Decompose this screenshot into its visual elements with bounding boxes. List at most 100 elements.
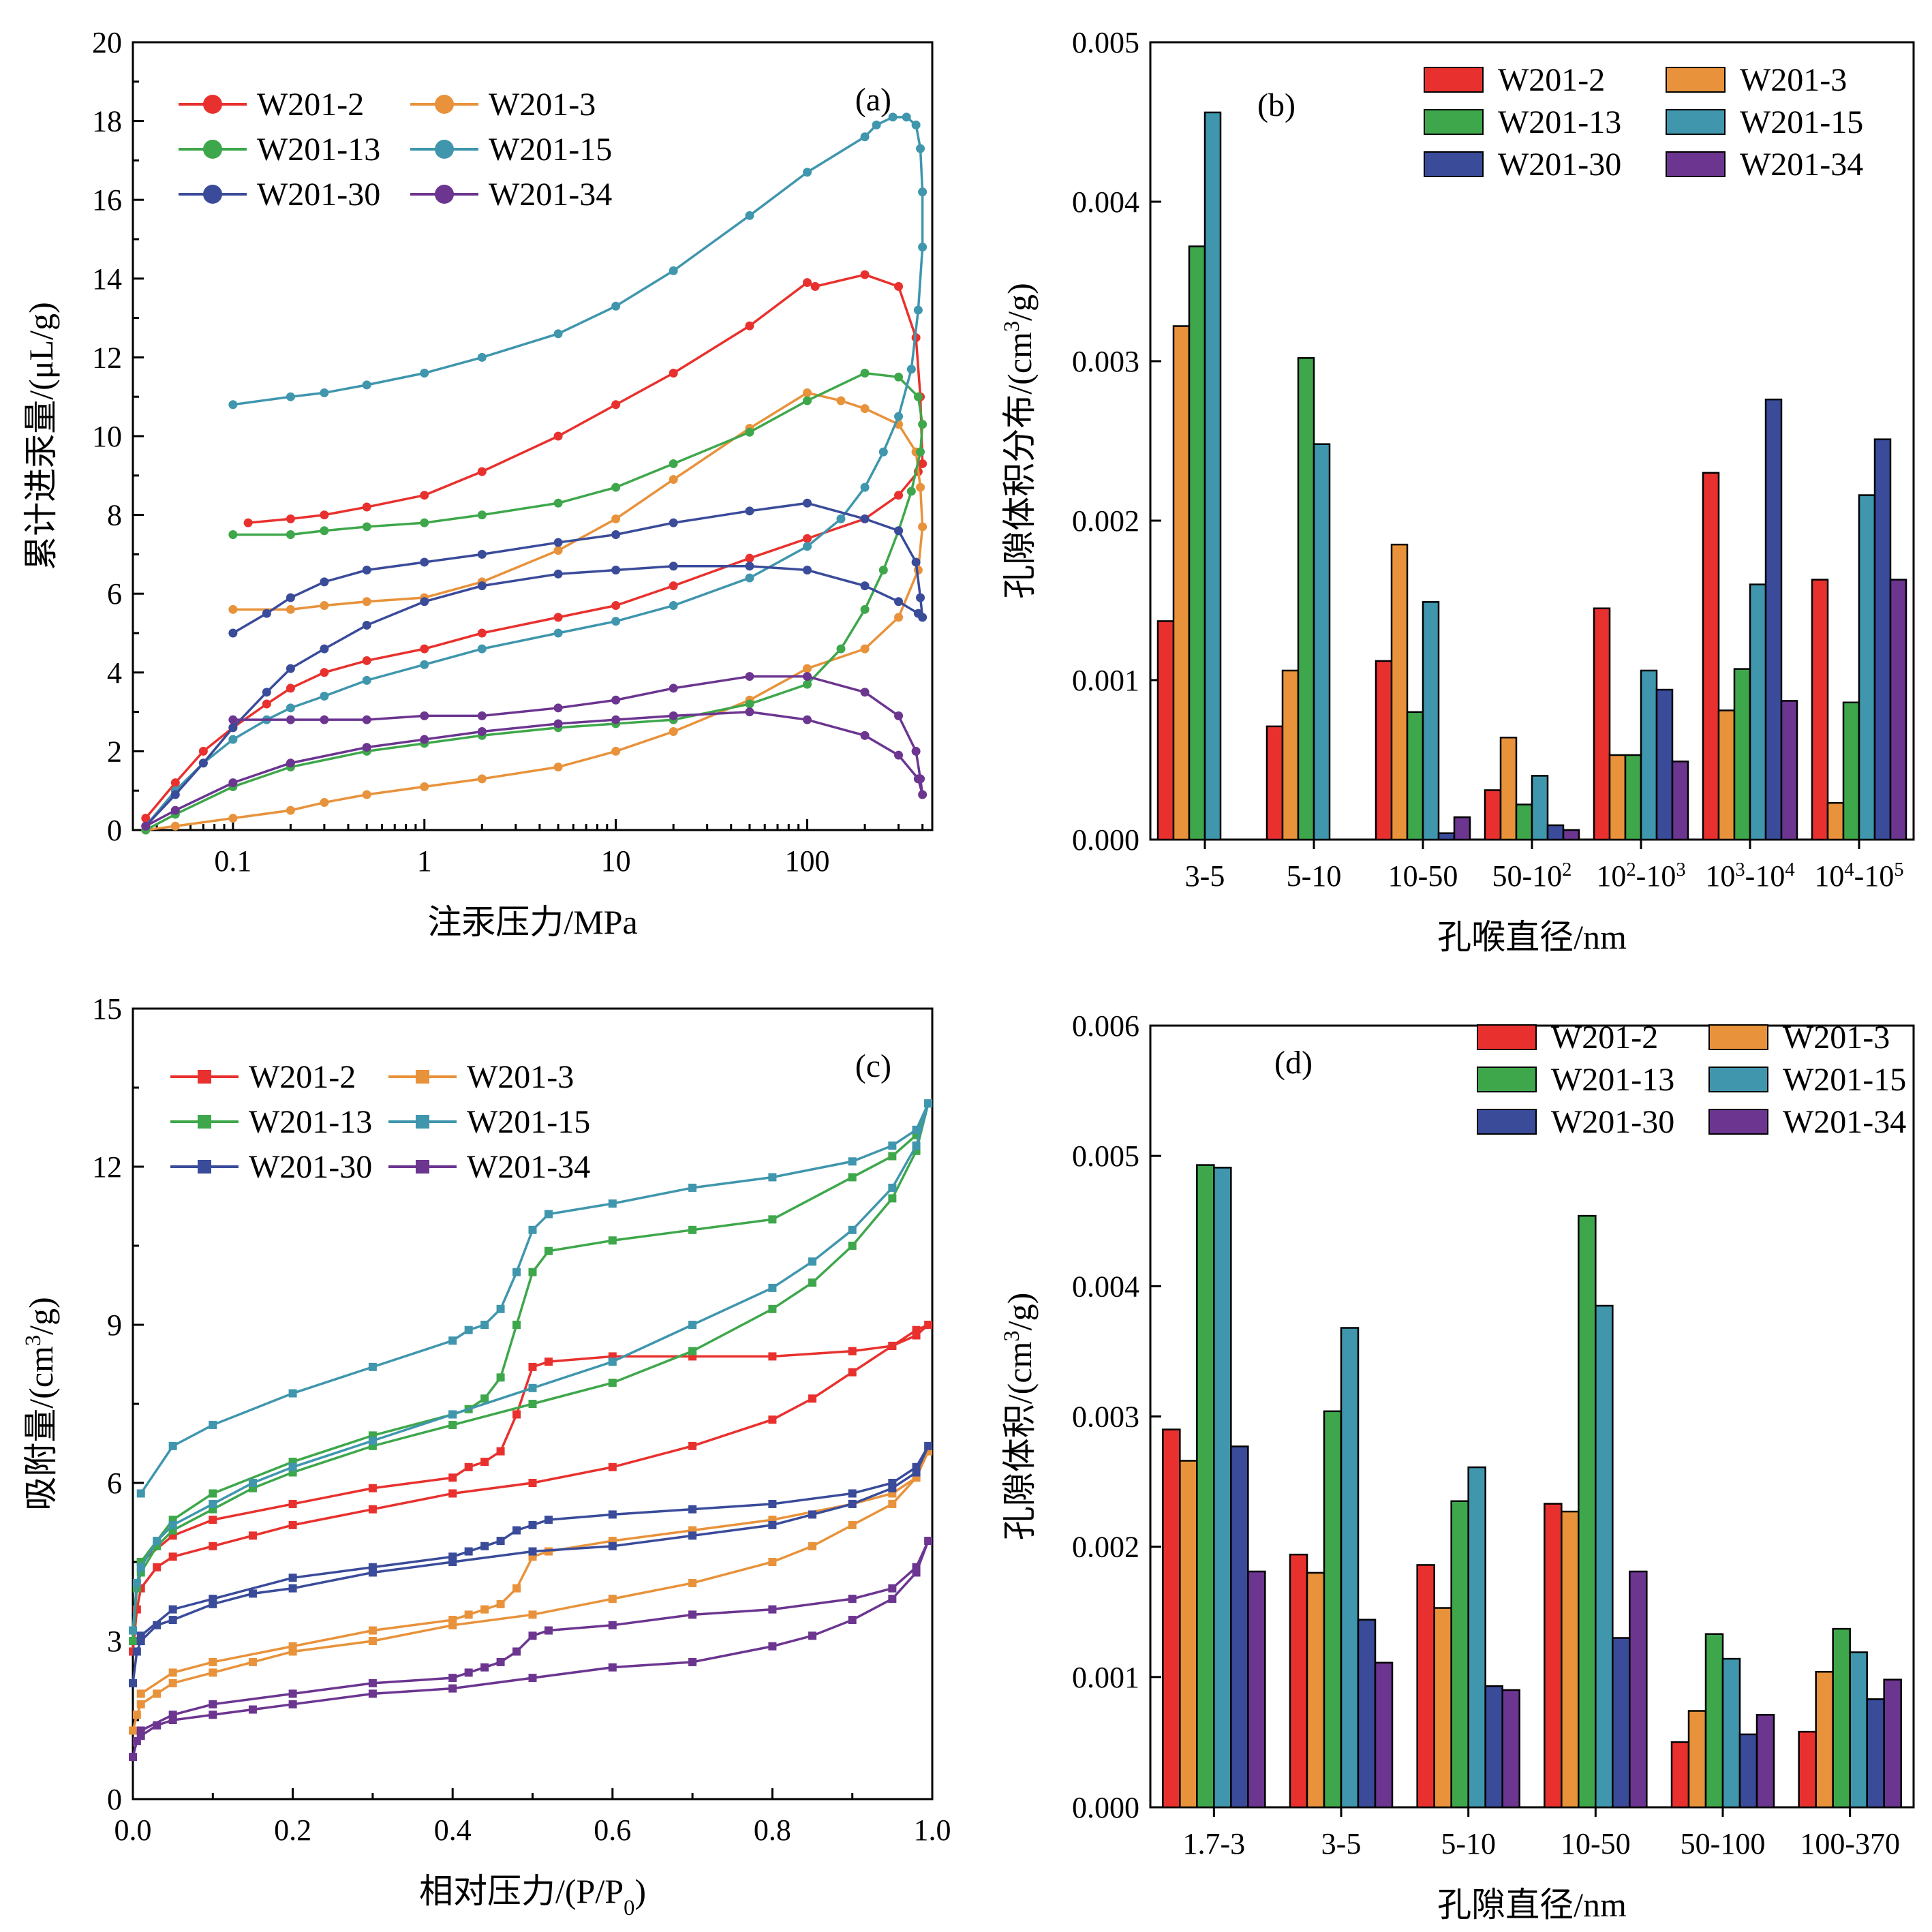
data-point xyxy=(669,459,678,468)
bar-W201-2 xyxy=(1162,1428,1181,1809)
y-tick-label: 0.002 xyxy=(1072,1531,1139,1564)
data-point xyxy=(745,321,754,331)
data-point xyxy=(368,1437,377,1445)
data-point xyxy=(136,1689,145,1698)
data-point xyxy=(860,644,870,654)
data-point xyxy=(911,557,921,567)
data-point xyxy=(168,1678,177,1687)
data-point xyxy=(768,1499,777,1508)
data-point xyxy=(170,778,180,788)
panel-c: 0 3 6 9 12 15 0.0 0.2 0.4 0.6 0.8 1.0 相对压力/(P/P0) 吸附量… xyxy=(21,992,951,1920)
data-point xyxy=(848,1616,857,1625)
data-point xyxy=(553,719,563,729)
series-W201-3 xyxy=(141,388,927,835)
legend-swatch xyxy=(1708,1109,1768,1135)
data-point xyxy=(368,1505,377,1514)
data-point xyxy=(209,1595,217,1604)
data-point xyxy=(136,1700,145,1708)
data-point xyxy=(860,731,870,740)
data-point xyxy=(362,743,371,752)
data-point xyxy=(745,699,754,709)
data-point xyxy=(512,1268,521,1276)
y-tick-label: 0.002 xyxy=(1072,504,1139,538)
data-point xyxy=(528,1610,537,1619)
bar-W201-13 xyxy=(1704,1633,1724,1809)
data-point xyxy=(669,266,678,275)
legend-label: W201-13 xyxy=(249,1104,372,1140)
data-point xyxy=(288,1700,297,1708)
x-axis-title: 相对压力/(P/P0) xyxy=(419,1872,646,1920)
legend-label: W201-15 xyxy=(1783,1062,1906,1098)
data-point xyxy=(608,1542,617,1550)
data-point xyxy=(136,1631,145,1640)
panel-label: (b) xyxy=(1257,87,1295,123)
legend-swatch xyxy=(1477,1109,1537,1135)
data-point xyxy=(286,593,295,602)
data-point xyxy=(448,1684,457,1693)
legend-label: W201-34 xyxy=(1740,147,1863,183)
legend-swatch-marker xyxy=(203,140,222,159)
data-point xyxy=(848,1499,857,1508)
legend-swatch-marker xyxy=(416,1160,429,1174)
bar-W201-2 xyxy=(1702,472,1720,841)
data-point xyxy=(860,270,870,279)
data-point xyxy=(168,1668,177,1677)
x-axis-title: 注汞压力/MPa xyxy=(427,903,637,941)
bar-W201-3 xyxy=(1687,1710,1707,1809)
data-point xyxy=(669,684,678,693)
data-point xyxy=(848,1520,857,1529)
data-point xyxy=(878,566,888,575)
bar-W201-13 xyxy=(1515,803,1533,841)
data-point xyxy=(286,684,295,693)
data-point xyxy=(512,1584,521,1593)
x-tick-label: 1.7-3 xyxy=(1183,1827,1246,1860)
y-tick-label: 0.004 xyxy=(1072,185,1139,219)
data-point xyxy=(477,774,487,784)
x-tick-label: 0.8 xyxy=(754,1813,791,1847)
data-point xyxy=(129,1626,137,1635)
data-point xyxy=(464,1668,473,1677)
y-tick-label: 20 xyxy=(92,26,122,59)
legend-item: W201-15 xyxy=(1708,1062,1906,1098)
data-point xyxy=(168,1605,177,1614)
legend-label: W201-13 xyxy=(257,132,380,168)
y-tick-label: 15 xyxy=(92,992,122,1026)
panel-label: (a) xyxy=(855,82,891,118)
y-tick-label: 2 xyxy=(107,735,122,768)
data-point xyxy=(888,1152,897,1161)
data-point xyxy=(368,1563,377,1571)
data-point xyxy=(888,1183,897,1192)
bar-W201-2 xyxy=(1416,1564,1435,1809)
legend-item: W201-30 xyxy=(1477,1104,1674,1140)
data-point xyxy=(228,778,238,788)
y-tick-label: 0.001 xyxy=(1072,1661,1139,1694)
data-point xyxy=(477,467,487,476)
data-point xyxy=(688,1657,697,1666)
data-point xyxy=(477,628,487,638)
bar-W201-13 xyxy=(1842,701,1860,841)
data-point xyxy=(209,1516,217,1524)
data-point xyxy=(810,281,820,291)
data-point xyxy=(209,1420,217,1429)
data-point xyxy=(477,711,487,720)
legend-swatch xyxy=(1666,151,1726,177)
data-point xyxy=(477,644,487,654)
x-tick-label: 103-104 xyxy=(1705,859,1794,893)
series-line xyxy=(145,391,924,831)
data-point xyxy=(528,1520,537,1529)
data-point xyxy=(168,1552,177,1561)
data-point xyxy=(132,1578,141,1587)
x-tick-label: 104-105 xyxy=(1814,859,1903,893)
data-point xyxy=(288,1462,297,1471)
data-point xyxy=(248,1705,257,1714)
legend-swatch xyxy=(1708,1067,1768,1092)
x-tick-label: 3-5 xyxy=(1321,1827,1362,1860)
legend-item: W201-30 xyxy=(170,1149,372,1185)
data-point xyxy=(803,715,812,724)
y-axis-title: 孔隙体积/(cm3/g) xyxy=(1000,1293,1039,1540)
data-point xyxy=(911,746,921,756)
data-point xyxy=(198,758,208,768)
y-tick-label: 6 xyxy=(107,577,122,611)
data-point xyxy=(860,369,870,378)
